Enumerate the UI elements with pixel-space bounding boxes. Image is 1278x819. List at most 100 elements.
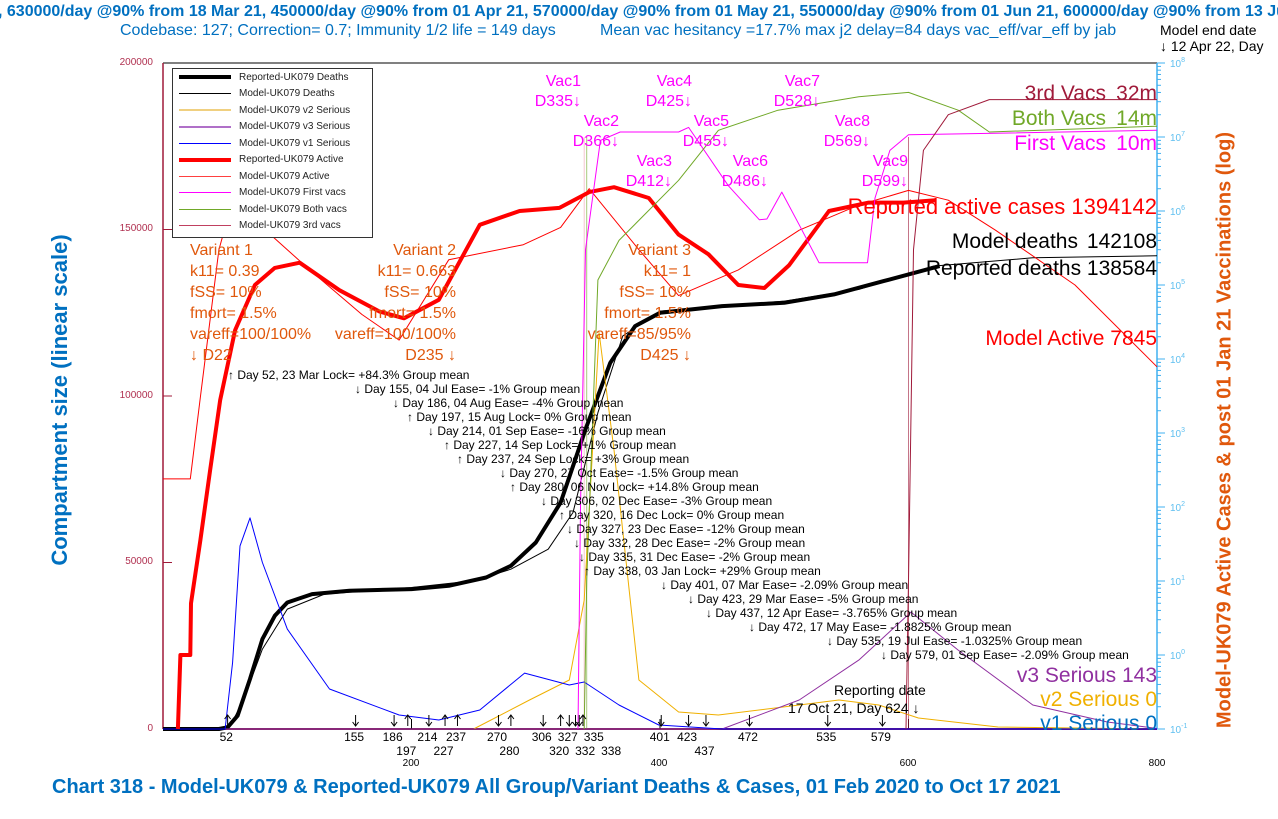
arrow-up-icon [404, 714, 412, 726]
v3-serious-label: v3 Serious 143 [1016, 664, 1157, 687]
first-vacs-count: 10m [1116, 132, 1157, 155]
variant-3-info: Variant 3 k11= 1 fSS= 10% fmort= 1.5% vareff… [587, 242, 691, 364]
annotation: ↑ Day 52, 23 Mar Lock= +84.3% Group mean [228, 368, 470, 382]
event-day-label: 320 [549, 744, 570, 758]
event-day-label: 535 [816, 730, 837, 744]
both-vacs-count: 14m [1116, 107, 1157, 130]
annotation: ↓ Day 437, 12 Apr Ease= -3.765% Group me… [706, 606, 958, 620]
event-day-label: 52 [219, 730, 233, 744]
arrow-down-icon [390, 715, 398, 727]
event-day-label: 197 [396, 744, 417, 758]
annotation: ↓ Day 155, 04 Jul Ease= -1% Group mean [355, 382, 581, 396]
annotation: ↓ Day 214, 01 Sep Ease= -16% Group mean [428, 424, 666, 438]
vac-phase-3: Vac3 D412↓ [625, 153, 672, 190]
arrow-up-icon [224, 714, 232, 726]
series-model-uk079-v3-serious [163, 611, 1158, 730]
annotation: ↓ Day 186, 04 Aug Ease= -4% Group mean [393, 396, 624, 410]
model-active-label: Model Active 7845 [985, 327, 1157, 350]
y2-tick-label: 10-1 [1170, 723, 1187, 736]
legend-item: Model-UK079 Active [179, 168, 330, 184]
event-day-label: 401 [649, 730, 670, 744]
vac-phase-8: Vac8 D569↓ [823, 113, 870, 150]
y2-tick-label: 105 [1170, 279, 1185, 292]
series-model-uk079-deaths [163, 255, 1158, 730]
reporting-date: 17 Oct 21, Day 624 ↓ [788, 700, 920, 716]
legend-item: Model-UK079 v3 Serious [179, 119, 350, 135]
annotation: ↓ Day 306, 02 Dec Ease= -3% Group mean [541, 494, 773, 508]
y2-tick-label: 106 [1170, 205, 1185, 218]
third-vacs-count: 32m [1116, 82, 1157, 105]
event-day-label: 579 [870, 730, 891, 744]
y-tick: 50000 [125, 556, 153, 567]
arrow-down-icon [352, 715, 359, 727]
arrow-up-icon [557, 714, 564, 726]
assumptions-header: , 630000/day @90% from 18 Mar 21, 450000… [0, 3, 1278, 20]
y-tick: 150000 [119, 223, 153, 234]
event-day-label: 327 [557, 730, 578, 744]
annotation: ↓ Day 535, 19 Jul Ease= -1.0325% Group m… [827, 634, 1083, 648]
y2-tick-label: 101 [1170, 575, 1185, 588]
event-day-label: 332 [575, 744, 596, 758]
arrow-down-icon [539, 715, 547, 727]
event-day-label: 335 [583, 730, 604, 744]
first-vacs-label: First Vacs [1014, 132, 1106, 155]
vac-phase-7: Vac7 D528↓ [773, 73, 820, 110]
legend-item: Model-UK079 First vacs [179, 185, 346, 201]
series-model-uk079-3rd-vacs [905, 99, 1157, 730]
y-tick: 100000 [119, 390, 153, 401]
series-model-uk079-v2-serious [163, 332, 1158, 730]
codebase-subtitle: Codebase: 127; Correction= 0.7; Immunity… [120, 22, 556, 39]
annotation: ↓ Day 579, 01 Sep Ease= -2.09% Group mea… [881, 648, 1129, 662]
event-day-label: 155 [344, 730, 365, 744]
vac-phase-2: Vac2 D366↓ [572, 113, 619, 150]
event-day-label: 186 [382, 730, 403, 744]
y2-tick-label: 102 [1170, 501, 1185, 514]
annotation: ↑ Day 227, 14 Sep Lock= +1% Group mean [444, 438, 677, 452]
y2-tick-label: 103 [1170, 427, 1185, 440]
arrow-down-icon [575, 715, 583, 727]
variant-1-info: Variant 1 k11= 0.39 fSS= 10% fmort= 1.5% var… [190, 242, 312, 364]
annotation: ↓ Day 423, 29 Mar Ease= -5% Group mean [688, 592, 919, 606]
vac-phase-6: Vac6 D486↓ [721, 153, 768, 190]
arrow-down-icon [824, 715, 832, 727]
annotation: ↓ Day 332, 28 Dec Ease= -2% Group mean [574, 536, 806, 550]
x-tick: 200 [402, 758, 420, 769]
reported-deaths-label: Reported deaths 138584 [925, 257, 1157, 280]
legend-item: Model-UK079 Deaths [179, 86, 335, 102]
y-tick: 0 [147, 723, 153, 734]
arrow-down-icon [702, 715, 710, 727]
event-day-label: 270 [486, 730, 507, 744]
reporting-date-label: Reporting date [834, 682, 926, 698]
model-end-date: ↓ 12 Apr 22, Day [1160, 38, 1264, 54]
x-tick: 400 [650, 758, 668, 769]
reported-active-label: Reported active cases 1394142 [847, 194, 1157, 219]
event-day-label: 423 [677, 730, 698, 744]
annotation: ↑ Day 280, 06 Nov Lock= +14.8% Group mea… [510, 480, 759, 494]
arrow-up-icon [579, 714, 587, 726]
hesitancy-subtitle: Mean vac hesitancy =17.7% max j2 delay=8… [600, 22, 1117, 39]
chart-title: Chart 318 - Model-UK079 & Reported-UK079… [52, 776, 1061, 798]
y2-tick-label: 104 [1170, 353, 1185, 366]
model-end-label: Model end date [1160, 22, 1257, 38]
annotation: ↑ Day 338, 03 Jan Lock= +29% Group mean [584, 564, 821, 578]
event-day-label: 437 [694, 744, 715, 758]
x-tick: 600 [899, 758, 917, 769]
annotation: ↓ Day 335, 31 Dec Ease= -2% Group mean [579, 550, 811, 564]
series-reported-uk079-active [175, 185, 936, 730]
series-model-uk079-both-vacs [583, 91, 1158, 730]
vac-phase-1: Vac1 D335↓ [534, 73, 581, 110]
series-model-uk079-v1-serious [163, 517, 1157, 730]
arrow-down-icon [657, 715, 665, 727]
y2-tick-label: 108 [1170, 57, 1185, 70]
arrow-up-icon [454, 714, 461, 726]
arrow-down-icon [685, 715, 692, 727]
model-deaths-label: Model deaths [951, 230, 1078, 253]
series-model-uk079-first-vacs [577, 126, 1158, 730]
vac-phase-9: Vac9 D599↓ [861, 153, 908, 190]
arrow-down-icon [565, 715, 573, 727]
v2-serious-label: v2 Serious 0 [1040, 688, 1157, 711]
annotation: ↓ Day 472, 17 May Ease= -1.8825% Group m… [749, 620, 1012, 634]
vac-phase-4: Vac4 D425↓ [645, 73, 692, 110]
both-vacs-label: Both Vacs [1011, 107, 1106, 130]
